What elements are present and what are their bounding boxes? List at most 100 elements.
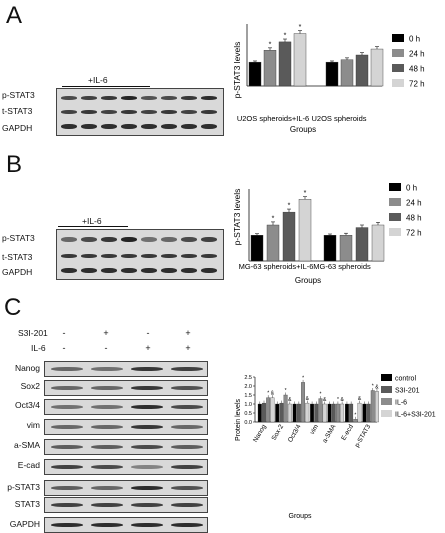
blot-band xyxy=(131,386,163,390)
bar xyxy=(250,235,264,262)
blot-band xyxy=(141,110,157,114)
blot-band xyxy=(61,96,77,100)
legend-label: 72 h xyxy=(409,80,425,89)
bar xyxy=(325,61,339,87)
blot-band xyxy=(91,503,123,507)
significance-mark: * xyxy=(269,41,272,48)
legend-swatch xyxy=(389,213,401,221)
blot-c-strip xyxy=(44,439,208,455)
significance-mark: * xyxy=(272,215,275,222)
blot-band xyxy=(81,254,97,258)
blot-c-strip xyxy=(44,380,208,396)
y-tick-label: 2.0 xyxy=(244,384,252,390)
blot-band xyxy=(51,405,83,409)
panel-letter-c: C xyxy=(4,294,22,321)
significance-mark: * xyxy=(288,203,291,210)
category-label: p-STAT3 xyxy=(354,423,373,449)
blot-c-strip xyxy=(44,459,208,475)
blot-band xyxy=(181,237,197,242)
bar xyxy=(298,199,312,262)
significance-mark: & xyxy=(306,396,310,402)
chart-c: Protein levels Groups control S3I-201 IL-6… xyxy=(235,374,436,520)
bar xyxy=(362,403,367,423)
chart-b-legend: 0 h 24 h 48 h 72 h xyxy=(389,183,422,238)
blot-a-row-label: t-STAT3 xyxy=(2,106,33,116)
blot-b-row-label: t-STAT3 xyxy=(2,252,33,262)
blot-band xyxy=(131,405,163,409)
blot-band xyxy=(141,268,157,273)
bar xyxy=(266,224,280,262)
legend-label: IL-6+S3I-201 xyxy=(395,412,436,419)
bar xyxy=(349,403,354,423)
blot-band xyxy=(81,110,97,114)
blot-band xyxy=(131,486,163,490)
blot-c-row-label: a-SMA xyxy=(14,440,40,450)
bar xyxy=(318,398,323,423)
blot-band xyxy=(101,268,117,273)
significance-mark: * xyxy=(302,375,304,381)
blot-band xyxy=(181,96,197,100)
blot-band xyxy=(171,503,203,507)
blot-band xyxy=(61,254,77,258)
legend-label: 0 h xyxy=(406,184,417,193)
blot-b-row-label: GAPDH xyxy=(2,267,33,277)
blot-band xyxy=(81,124,97,129)
significance-mark: * xyxy=(320,392,322,398)
legend-label: 24 h xyxy=(409,50,425,59)
blot-c-strip xyxy=(44,399,208,415)
blot-band xyxy=(171,386,203,390)
bar xyxy=(262,402,266,423)
legend-label: 48 h xyxy=(406,214,422,223)
chart-a-xlabel: Groups xyxy=(290,125,316,134)
blot-c-sign: + xyxy=(103,328,109,338)
blot-band xyxy=(141,124,157,129)
category-label: vim xyxy=(309,424,320,436)
blot-c-sign: - xyxy=(104,343,108,353)
blot-band xyxy=(61,124,77,129)
bar xyxy=(355,227,369,262)
blot-band xyxy=(101,110,117,114)
blot-c-sign: - xyxy=(62,328,66,338)
panel-letter-a: A xyxy=(6,2,23,29)
bar xyxy=(292,403,297,423)
blot-band xyxy=(51,465,83,469)
blot-band xyxy=(121,124,137,129)
bar xyxy=(257,403,262,423)
blot-band xyxy=(161,237,177,242)
blot-band xyxy=(91,465,123,469)
blot-band xyxy=(161,254,177,258)
bar xyxy=(355,54,369,87)
chart-a-ylabel: p-STAT3 levels xyxy=(232,42,242,99)
blot-band xyxy=(101,124,117,129)
bar xyxy=(310,403,315,423)
significance-mark: * xyxy=(354,412,356,418)
blot-band xyxy=(131,445,163,449)
chart-c-ylabel: Protein levels xyxy=(235,398,242,441)
blot-band xyxy=(121,110,137,114)
bar xyxy=(371,224,385,262)
chart-b: p-STAT3 levels Groups MG-63 spheroids+IL… xyxy=(232,183,422,285)
panel-letter-b: B xyxy=(6,151,23,178)
blot-c-row-label: STAT3 xyxy=(14,499,40,509)
bar xyxy=(375,391,379,423)
bar xyxy=(270,397,275,423)
blot-band xyxy=(201,268,217,273)
blot-band xyxy=(61,237,77,242)
blot-band xyxy=(171,445,203,449)
significance-mark: * xyxy=(284,33,287,40)
blot-band xyxy=(131,425,163,429)
blot-band xyxy=(161,268,177,273)
category-label: Sox-2 xyxy=(271,423,286,442)
legend-label: control xyxy=(395,376,416,383)
bar xyxy=(327,403,332,423)
blot-band xyxy=(61,110,77,114)
y-tick-label: 0.5 xyxy=(244,411,252,417)
blot-c-row-label: p-STAT3 xyxy=(7,482,40,492)
y-tick-label: 1.0 xyxy=(244,402,252,408)
blot-c-row-label: Oct3/4 xyxy=(14,400,40,410)
legend-label: 72 h xyxy=(406,229,422,238)
blot-band xyxy=(171,486,203,490)
blot-c-strip xyxy=(44,419,208,435)
significance-mark: & xyxy=(340,397,344,403)
significance-mark: & xyxy=(271,391,275,397)
